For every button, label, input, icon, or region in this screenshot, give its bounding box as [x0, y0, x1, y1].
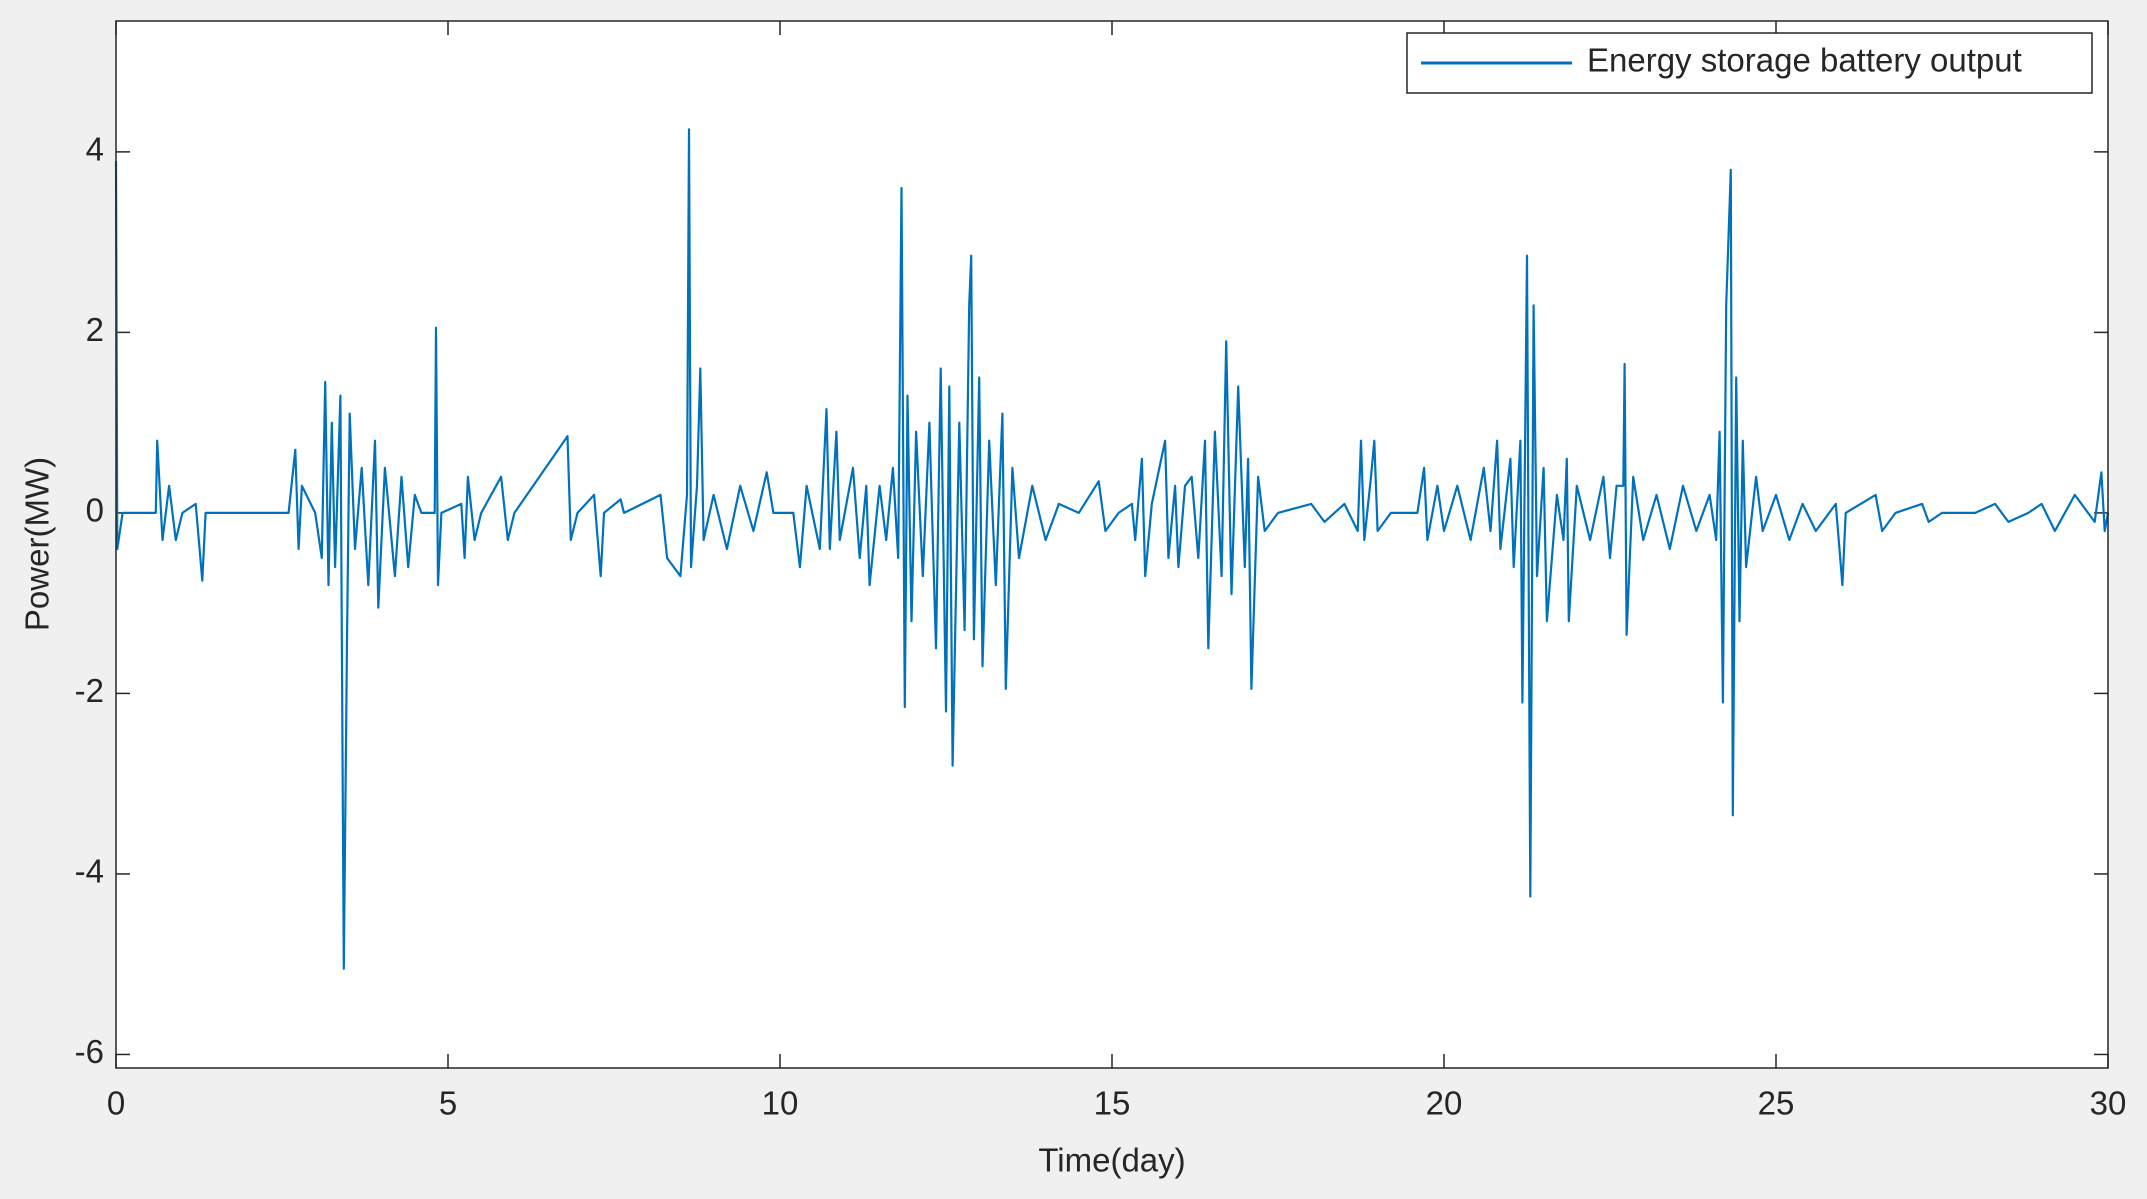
- y-tick-label: -6: [75, 1033, 104, 1070]
- legend-label: Energy storage battery output: [1587, 42, 2022, 79]
- x-tick-label: 0: [107, 1085, 125, 1122]
- axes-box: [115, 20, 2109, 1069]
- x-axis-label: Time(day): [1038, 1142, 1185, 1179]
- y-tick-label: 2: [86, 311, 104, 348]
- y-tick-label: 0: [86, 492, 104, 529]
- x-tick-label: 20: [1426, 1085, 1463, 1122]
- y-tick-label: -2: [75, 672, 104, 709]
- x-tick-label: 10: [762, 1085, 799, 1122]
- y-axis-label: Power(MW): [19, 457, 56, 631]
- y-tick-label: -4: [75, 853, 104, 890]
- y-tick-label: 4: [86, 131, 104, 168]
- x-tick-label: 15: [1094, 1085, 1131, 1122]
- x-tick-label: 30: [2090, 1085, 2127, 1122]
- x-tick-label: 25: [1758, 1085, 1795, 1122]
- x-tick-label: 5: [439, 1085, 457, 1122]
- plot-area: [116, 21, 2108, 1068]
- data-line: [114, 128, 2110, 970]
